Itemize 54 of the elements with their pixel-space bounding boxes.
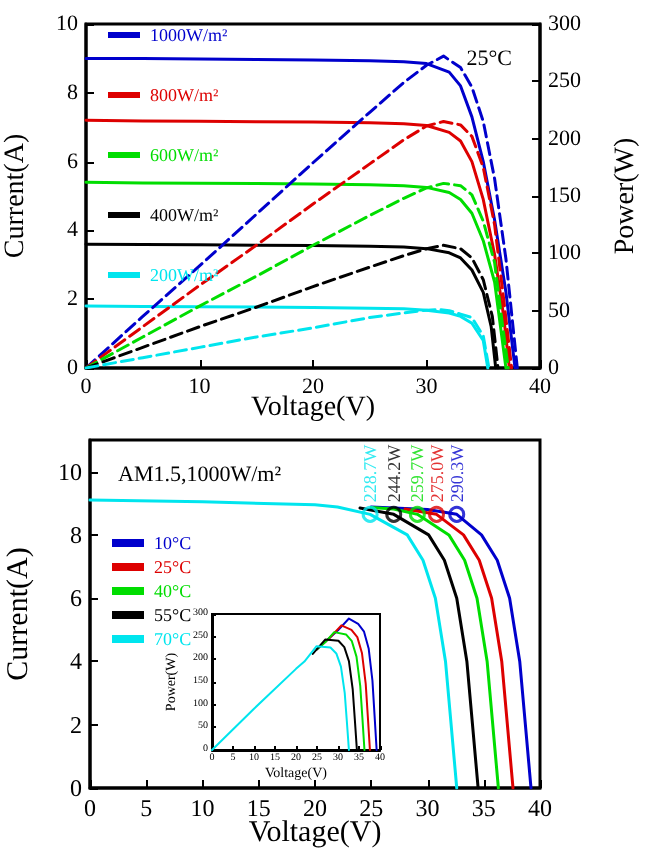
legend-label: 1000W/m² (150, 25, 228, 45)
y-tick-label: 0 (70, 774, 82, 802)
legend-label: 25°C (154, 557, 192, 577)
y-axis-title: Current(A) (1, 133, 31, 259)
legend-label: 10°C (154, 533, 192, 553)
y2-tick-label: 250 (548, 69, 582, 94)
y2-tick-label: 0 (548, 356, 560, 380)
annotation: 25°C (466, 47, 513, 71)
x-axis-title: Voltage(V) (248, 817, 382, 849)
x-tick-label: 30 (415, 375, 439, 399)
y2-tick-label: 300 (548, 12, 582, 36)
y-tick-label: 8 (70, 520, 82, 549)
y2-axis-title: Power(W) (611, 137, 641, 255)
annotation: 228.7W (360, 443, 381, 503)
y-tick-label: 6 (70, 584, 82, 613)
y-axis-title: Current(A) (3, 547, 35, 681)
x-tick-label: 5 (140, 794, 153, 822)
legend-label: 40°C (154, 581, 192, 601)
annotation: 275.0W (426, 443, 447, 503)
y-tick-label: 2 (70, 710, 82, 739)
x-tick-label: 40 (528, 794, 552, 822)
y-tick-label: 6 (67, 149, 79, 174)
y2-tick-label: 200 (548, 126, 582, 151)
y-tick-label: 0 (67, 356, 79, 380)
line-series (403, 507, 515, 790)
line-series (88, 498, 459, 790)
line-series (211, 645, 350, 751)
y-tick-label: 8 (67, 80, 79, 105)
x-tick-label: 15 (246, 794, 271, 822)
legend-label: 55°C (154, 605, 192, 625)
legend-label: 400W/m² (150, 205, 219, 225)
x-tick-label: 30 (415, 794, 440, 822)
annotation: 259.7W (407, 443, 428, 503)
annotation: 290.3W (446, 443, 467, 503)
line-series (369, 505, 500, 790)
x-tick-label: 20 (303, 794, 327, 822)
y2-tick-label: 100 (548, 241, 582, 266)
y2-tick-label: 150 (548, 184, 582, 208)
y-tick-label: 10 (56, 12, 79, 36)
annotation: 244.2W (383, 443, 404, 503)
legend-label: 800W/m² (150, 85, 219, 105)
x-tick-label: 35 (471, 794, 496, 822)
y-tick-label: 4 (67, 218, 79, 243)
y-tick-label: 2 (67, 287, 78, 312)
x-axis-title: Voltage(V) (251, 393, 376, 423)
x-tick-label: 25 (359, 794, 384, 822)
annotation: AM1.5,1000W/m² (118, 463, 283, 487)
y-tick-label: 4 (70, 647, 82, 676)
x-tick-label: 40 (529, 375, 552, 399)
y-tick-label: 10 (58, 457, 82, 486)
legend-label: 70°C (154, 629, 192, 649)
y2-tick-label: 50 (548, 298, 571, 323)
x-tick-label: 20 (302, 375, 325, 399)
legend-label: 600W/m² (150, 145, 219, 165)
